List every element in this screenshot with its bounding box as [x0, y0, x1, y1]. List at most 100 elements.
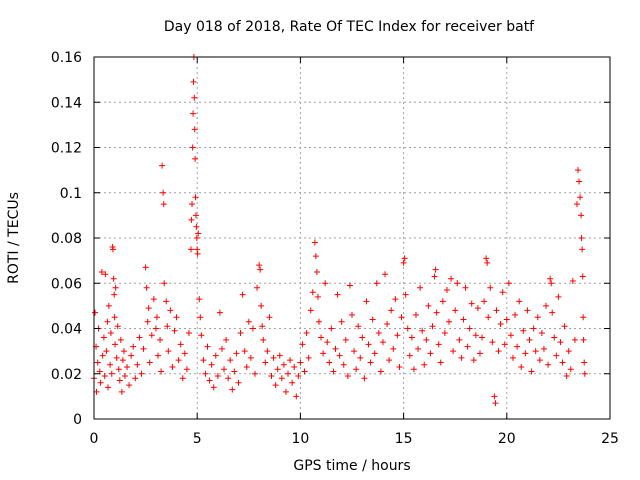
data-point: [247, 354, 254, 361]
data-point: [452, 307, 459, 314]
data-point: [189, 144, 196, 151]
data-point: [406, 352, 413, 359]
data-point: [243, 363, 250, 370]
data-point: [573, 201, 580, 208]
data-point: [193, 235, 200, 241]
data-point: [132, 375, 139, 382]
data-point: [567, 366, 574, 373]
data-point: [94, 359, 101, 366]
data-point: [579, 273, 586, 280]
data-point: [492, 400, 499, 407]
data-point: [159, 162, 166, 169]
x-tick-label: 15: [395, 431, 413, 447]
data-point: [421, 361, 428, 368]
data-point: [320, 350, 327, 357]
data-point: [563, 373, 570, 380]
data-point: [460, 316, 467, 323]
x-axis-label: GPS time / hours: [293, 458, 410, 474]
data-point: [111, 314, 118, 321]
data-point: [401, 255, 408, 262]
data-point: [165, 348, 172, 355]
data-point: [179, 375, 186, 382]
data-point: [441, 330, 448, 337]
data-point: [266, 314, 273, 321]
data-point: [394, 332, 401, 339]
data-point: [483, 255, 490, 262]
data-point: [297, 359, 304, 366]
data-point: [142, 264, 149, 271]
data-point: [311, 239, 318, 246]
data-point: [528, 368, 535, 375]
data-point: [571, 336, 578, 343]
data-point: [108, 370, 115, 377]
data-point: [214, 373, 221, 380]
data-point: [169, 363, 176, 370]
data-point: [227, 357, 234, 364]
data-point: [315, 318, 322, 325]
data-point: [278, 375, 285, 382]
data-point: [190, 78, 197, 85]
data-point: [196, 296, 203, 303]
data-point: [569, 277, 576, 284]
y-tick-label: 0: [73, 412, 82, 428]
data-point: [259, 323, 266, 330]
data-point: [107, 330, 114, 337]
data-point: [330, 368, 337, 375]
data-point: [301, 368, 308, 375]
data-point: [326, 359, 333, 366]
data-point: [126, 382, 133, 389]
data-point: [427, 350, 434, 357]
data-point: [575, 167, 582, 174]
data-point: [195, 230, 202, 237]
data-point: [578, 212, 585, 219]
data-point: [501, 341, 508, 348]
data-point: [161, 280, 168, 287]
data-point: [258, 302, 265, 309]
data-point: [206, 377, 213, 384]
data-point: [580, 314, 587, 321]
data-point: [547, 275, 554, 282]
data-point: [415, 345, 422, 352]
data-point: [119, 357, 126, 364]
data-point: [282, 388, 289, 395]
data-point: [109, 246, 116, 253]
data-point: [274, 366, 281, 373]
y-tick-label: 0.04: [51, 322, 82, 338]
data-point: [353, 366, 360, 373]
data-point: [145, 305, 152, 312]
data-point: [425, 302, 432, 309]
data-point: [118, 388, 125, 395]
data-point: [476, 350, 483, 357]
data-point: [581, 370, 588, 377]
data-point: [193, 223, 200, 230]
data-point: [516, 298, 523, 305]
data-point: [342, 336, 349, 343]
data-point: [177, 341, 184, 348]
data-point: [557, 339, 564, 346]
data-point: [559, 359, 566, 366]
data-point: [309, 289, 316, 296]
data-point: [100, 334, 107, 341]
data-point: [153, 314, 160, 321]
data-point: [454, 280, 461, 287]
data-point: [402, 291, 409, 298]
data-point: [433, 309, 440, 316]
data-point: [173, 314, 180, 321]
data-point: [390, 345, 397, 352]
data-point: [260, 336, 267, 343]
data-point: [208, 361, 215, 368]
data-point: [198, 332, 205, 339]
data-point: [116, 377, 123, 384]
y-tick-label: 0.06: [51, 276, 82, 292]
data-point: [365, 341, 372, 348]
data-point: [361, 375, 368, 382]
data-point: [456, 336, 463, 343]
data-point: [577, 194, 584, 201]
data-point: [373, 280, 380, 287]
data-point: [548, 280, 555, 287]
data-point: [192, 194, 199, 201]
data-point: [423, 336, 430, 343]
y-tick-label: 0.02: [51, 367, 82, 383]
data-point: [239, 291, 246, 298]
